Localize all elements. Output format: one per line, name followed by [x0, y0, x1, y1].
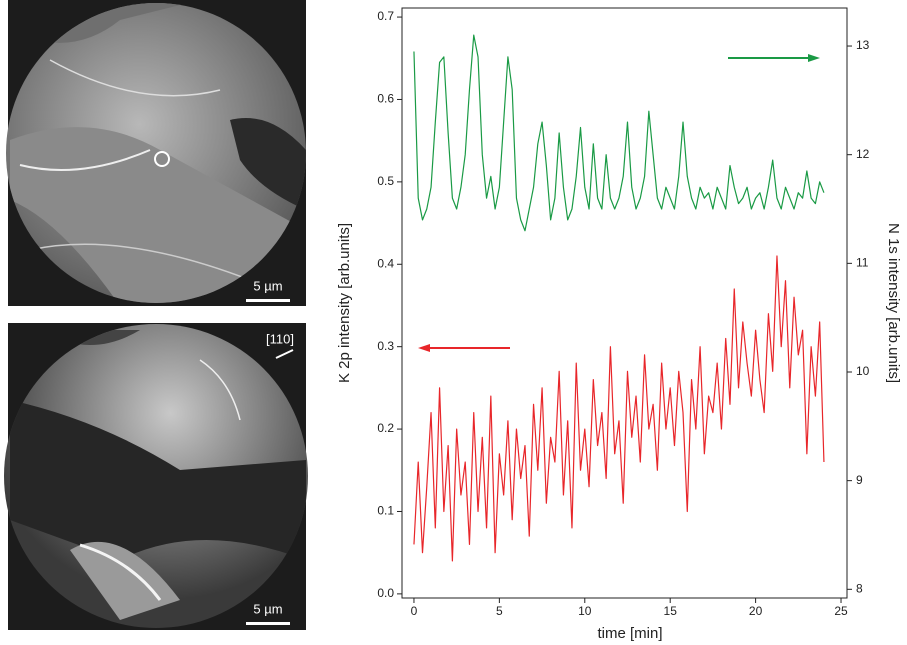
x-tick-label: 20 — [749, 604, 763, 618]
chart: K 2p intensity [arb.units] N 1s intensit… — [336, 7, 902, 642]
y-tick-label: 0.3 — [377, 339, 394, 353]
y2-axis-label: N 1s intensity [arb.units] — [885, 223, 902, 383]
x-tick-label: 25 — [834, 604, 848, 618]
plot-frame — [401, 7, 848, 599]
y2-tick-label: 9 — [856, 473, 863, 487]
scale-bar-label: 5 µm — [253, 601, 282, 616]
y-tick-label: 0.7 — [377, 9, 394, 23]
micrograph-bottom: [110] 5 µm — [4, 323, 308, 630]
y-tick-label: 0.4 — [377, 256, 394, 270]
x-axis-label: time [min] — [597, 625, 662, 642]
y-tick-label: 0.6 — [377, 92, 394, 106]
x-tick-label: 15 — [664, 604, 678, 618]
axis-arrow-head — [418, 344, 430, 352]
y2-tick-label: 10 — [856, 364, 870, 378]
y-tick-label: 0.1 — [377, 504, 394, 518]
axis-arrow-head — [808, 54, 820, 62]
scale-bar-label: 5 µm — [253, 278, 282, 293]
micrograph-top: 5 µm — [6, 0, 306, 306]
x-tick-label: 10 — [578, 604, 592, 618]
y-tick-label: 0.2 — [377, 421, 394, 435]
y2-tick-label: 12 — [856, 147, 870, 161]
y-tick-label: 0.5 — [377, 174, 394, 188]
direction-label: [110] — [266, 331, 294, 346]
y-tick-label: 0.0 — [377, 586, 394, 600]
data-line — [413, 255, 825, 562]
y2-tick-label: 11 — [856, 256, 869, 270]
y2-tick-label: 8 — [856, 581, 863, 595]
y2-tick-label: 13 — [856, 38, 870, 52]
data-line — [413, 34, 825, 232]
x-tick-label: 0 — [411, 604, 418, 618]
x-tick-label: 5 — [496, 604, 503, 618]
y-axis-label: K 2p intensity [arb.units] — [336, 223, 353, 383]
